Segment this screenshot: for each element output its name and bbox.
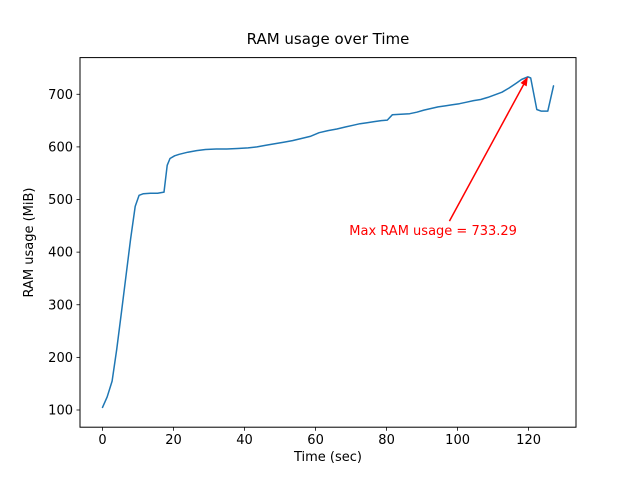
- x-axis-label: Time (sec): [293, 450, 362, 465]
- annotation-label: Max RAM usage = 733.29: [349, 224, 517, 239]
- axes-frame: [79, 57, 577, 428]
- data-series: [101, 76, 555, 409]
- plot-area: 0 20 40 60 80 100 120 100 200 300 400 500 600 700 Ma…: [48, 57, 577, 448]
- annotation-arrow-line: [448, 82, 526, 222]
- x-tick-label: 80: [378, 433, 395, 448]
- x-tick-label: 20: [165, 433, 182, 448]
- y-tick-label: 200: [48, 351, 73, 366]
- y-tick-label: 700: [48, 88, 73, 103]
- x-tick-label: 60: [307, 433, 324, 448]
- ram-usage-line: [101, 76, 555, 409]
- x-axis-ticks: 0 20 40 60 80 100 120: [98, 427, 541, 448]
- annotation-group: Max RAM usage = 733.29: [349, 76, 528, 239]
- y-axis-ticks: 100 200 300 400 500 600 700: [48, 88, 80, 418]
- y-tick-label: 600: [48, 140, 73, 155]
- y-axis-label: RAM usage (MiB): [22, 188, 37, 298]
- y-tick-label: 500: [48, 193, 73, 208]
- chart-title: RAM usage over Time: [247, 30, 410, 48]
- y-tick-label: 100: [48, 403, 73, 418]
- x-tick-label: 100: [445, 433, 470, 448]
- y-tick-label: 400: [48, 246, 73, 261]
- x-tick-label: 0: [98, 433, 106, 448]
- x-tick-label: 40: [236, 433, 253, 448]
- annotation-arrow-head: [520, 76, 528, 87]
- y-tick-label: 300: [48, 298, 73, 313]
- x-tick-label: 120: [516, 433, 541, 448]
